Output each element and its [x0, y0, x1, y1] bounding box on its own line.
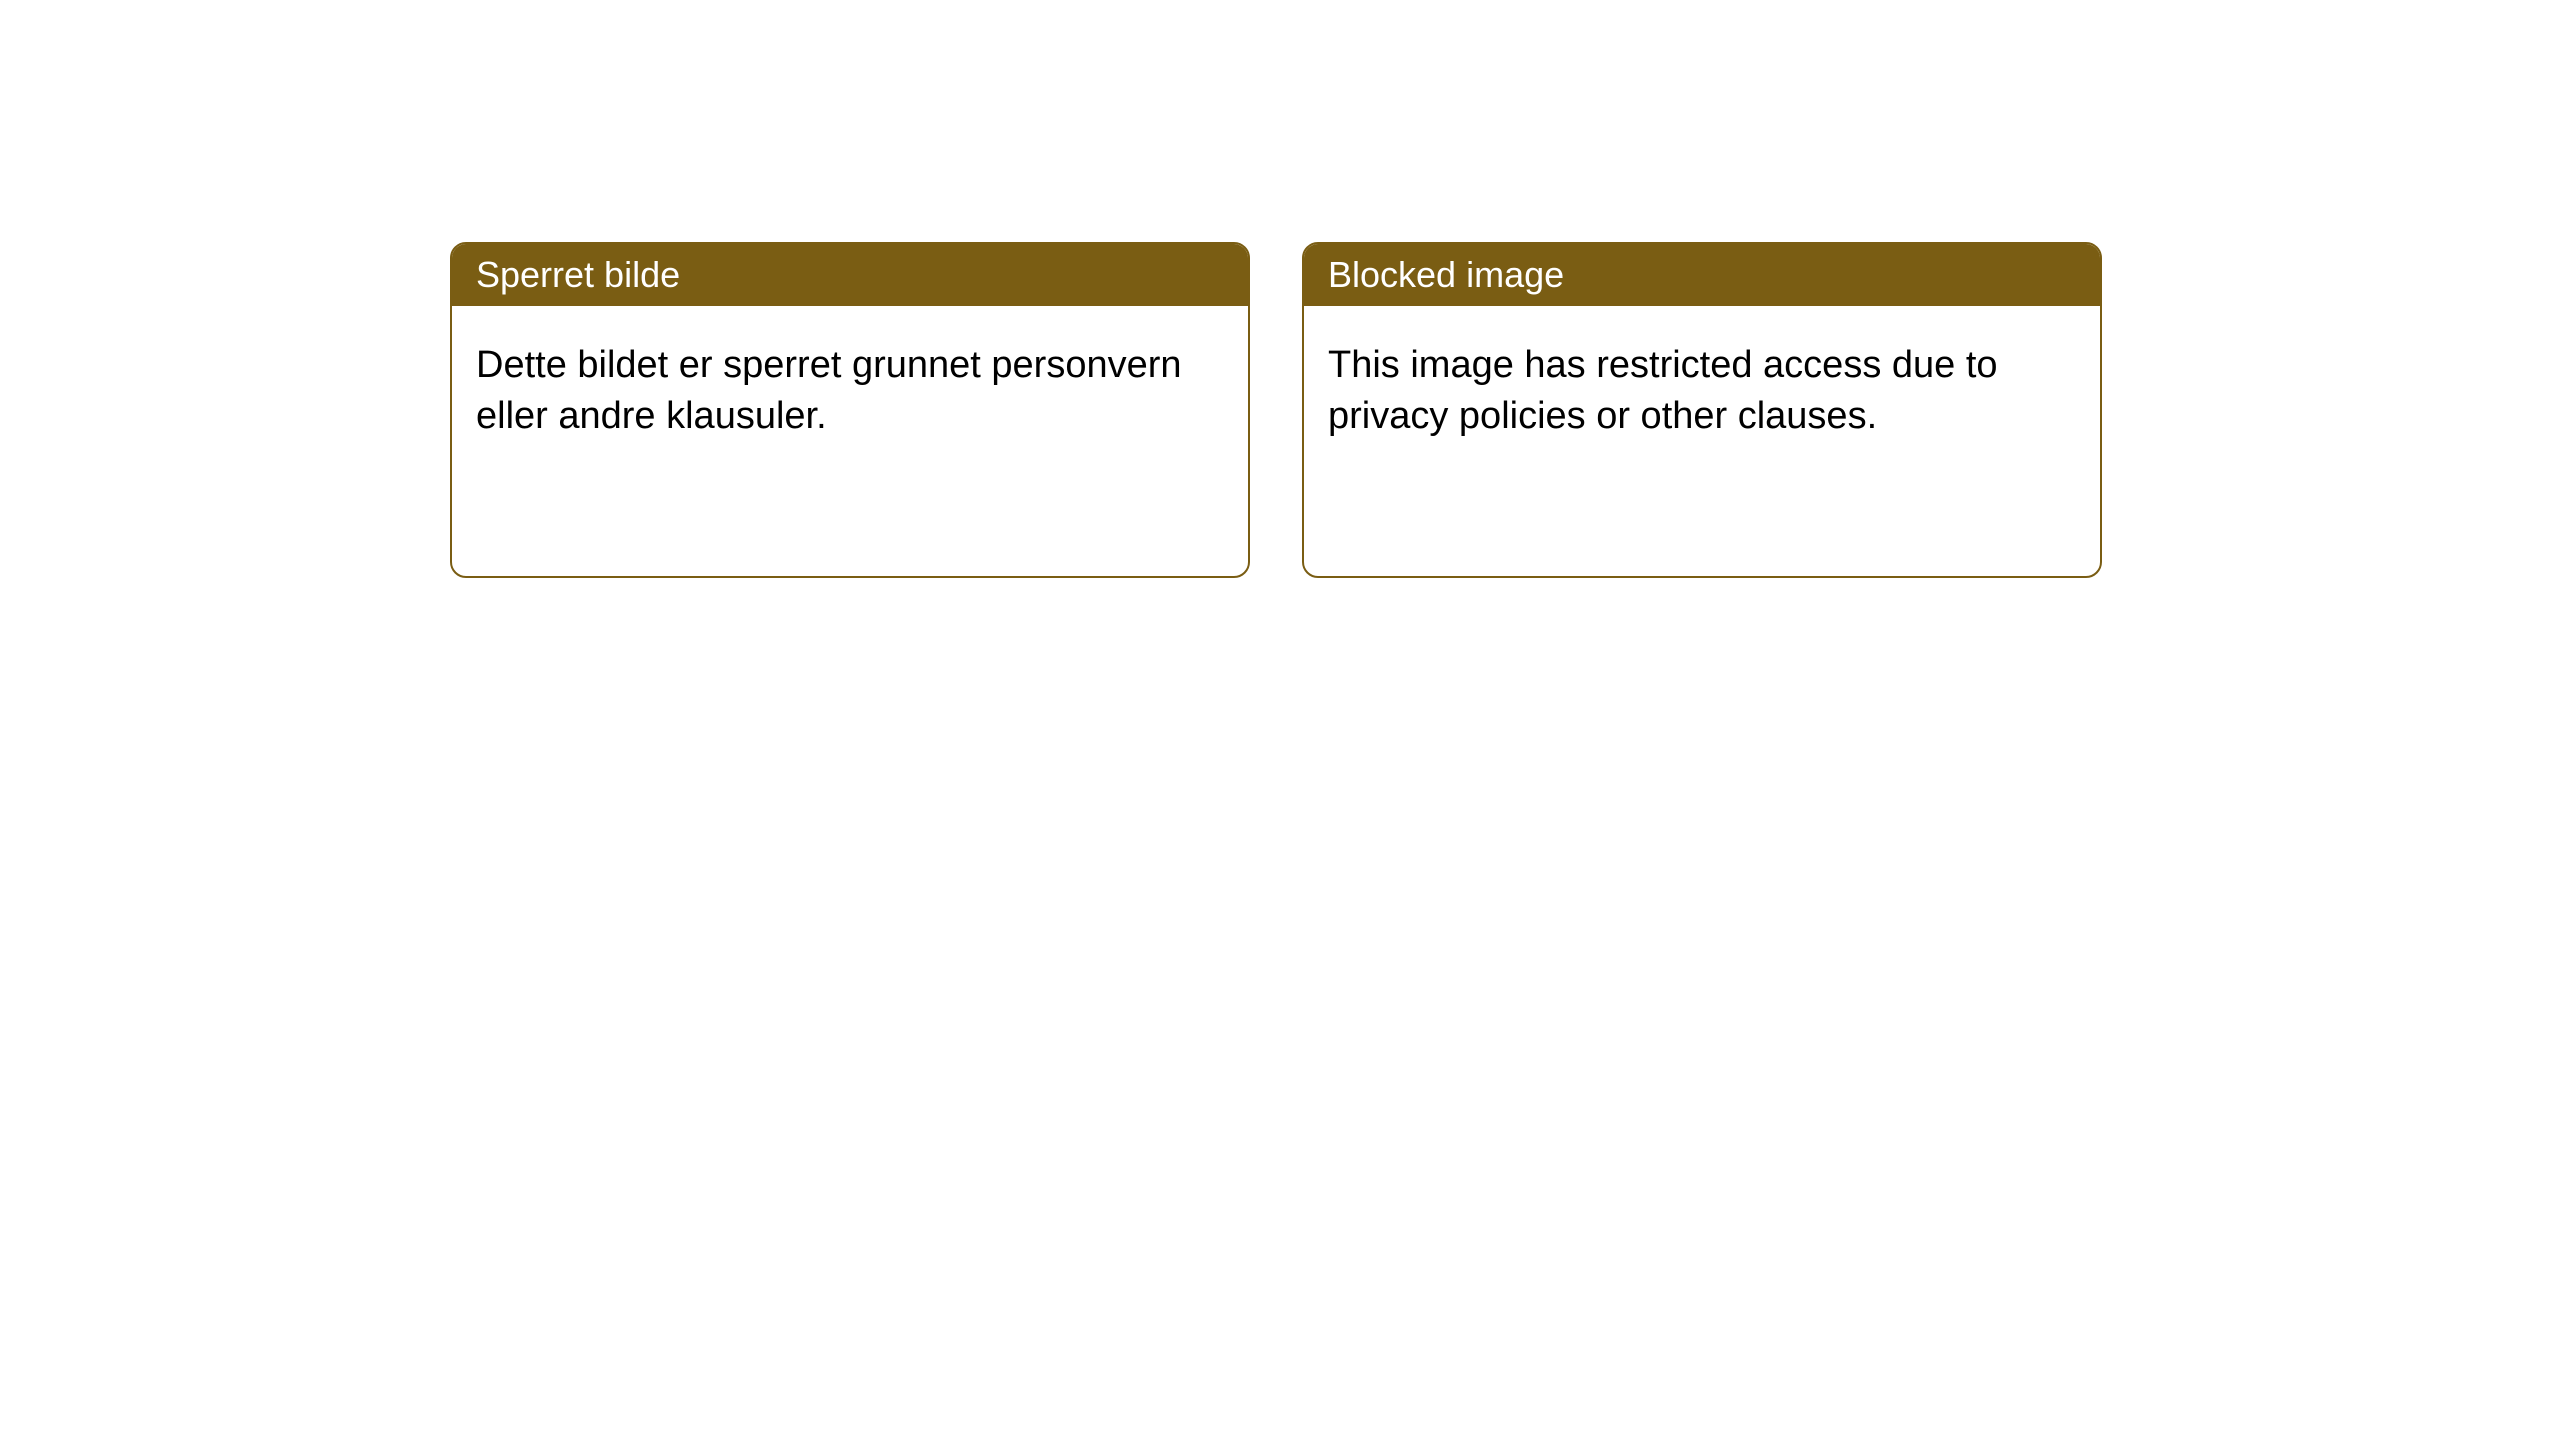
notice-card-header: Sperret bilde — [452, 244, 1248, 306]
notice-card-header: Blocked image — [1304, 244, 2100, 306]
notice-card-norwegian: Sperret bilde Dette bildet er sperret gr… — [450, 242, 1250, 578]
notice-card-body: This image has restricted access due to … — [1304, 306, 2100, 477]
notice-card-body: Dette bildet er sperret grunnet personve… — [452, 306, 1248, 477]
notice-card-english: Blocked image This image has restricted … — [1302, 242, 2102, 578]
notice-cards-container: Sperret bilde Dette bildet er sperret gr… — [450, 242, 2102, 578]
